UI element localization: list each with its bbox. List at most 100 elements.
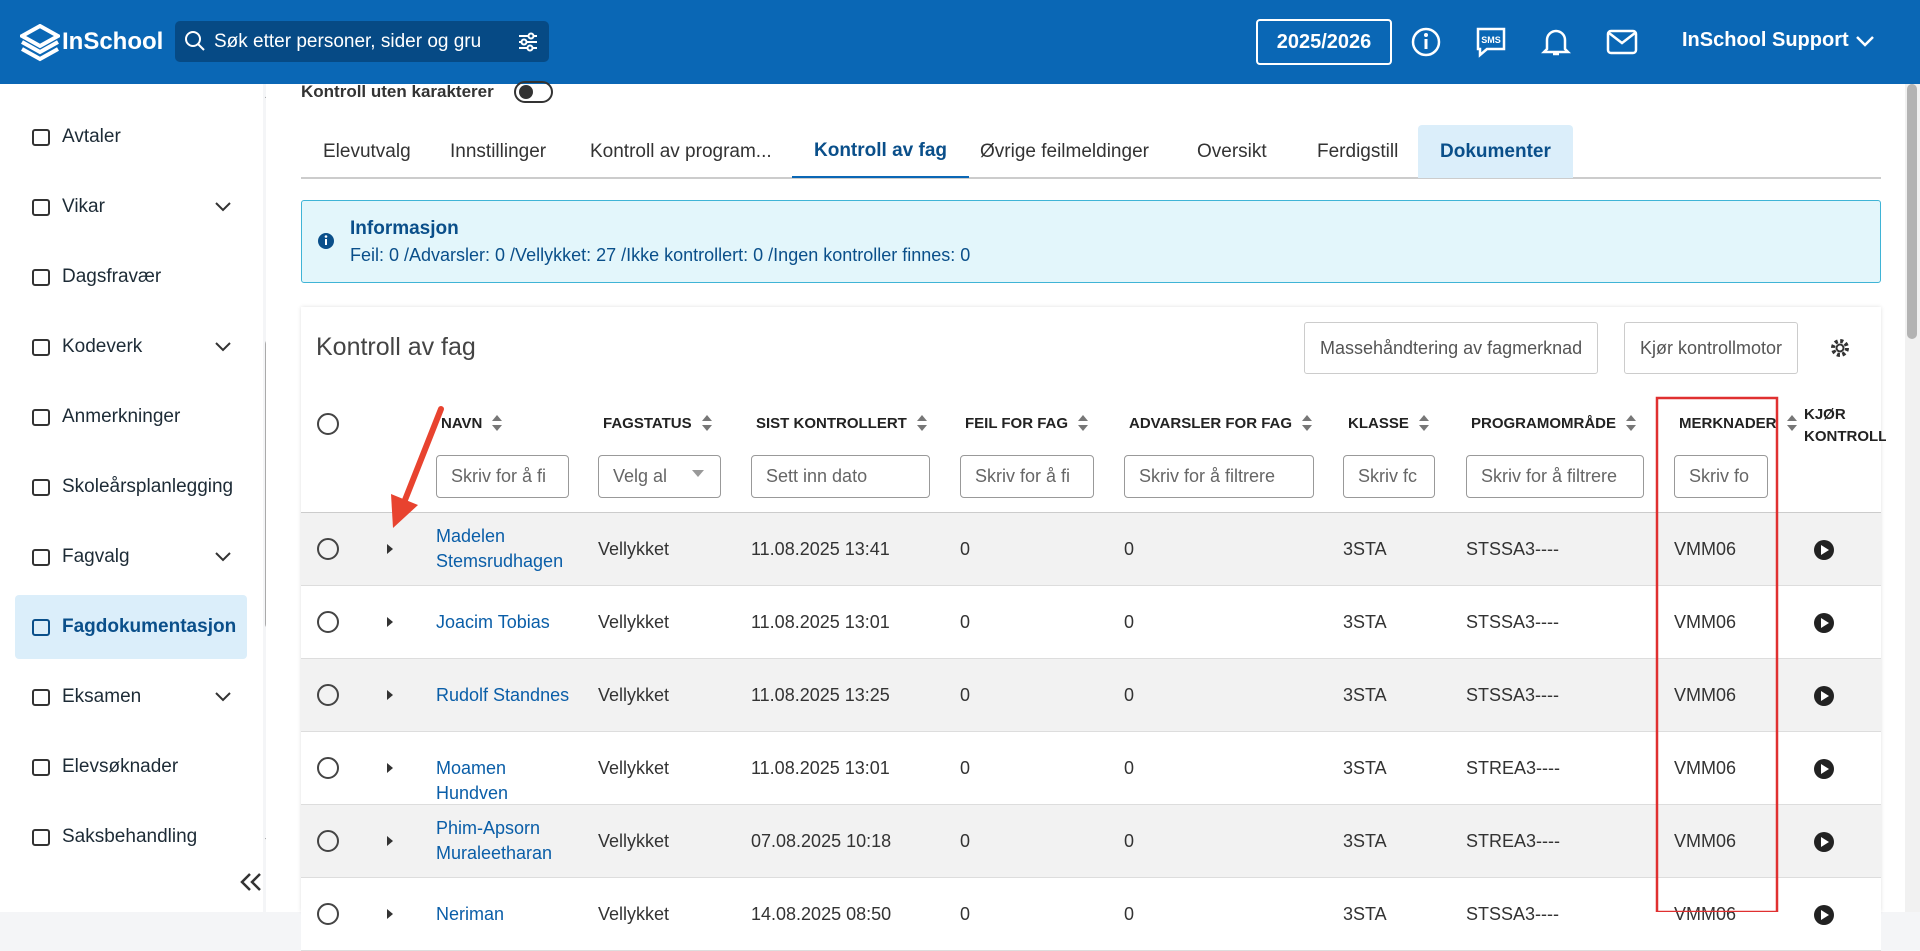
column-header[interactable]: KLASSE — [1348, 415, 1409, 432]
student-name[interactable]: Madelen Stemsrudhagen — [436, 526, 564, 571]
column-filter[interactable]: Skriv fo — [1674, 455, 1768, 498]
sidebar-item[interactable]: Dagsfravær — [15, 245, 247, 309]
run-control-button[interactable] — [1813, 831, 1835, 853]
expand-caret[interactable] — [385, 762, 395, 774]
expand-caret[interactable] — [385, 543, 395, 555]
row-checkbox[interactable] — [317, 903, 339, 925]
column-filter[interactable]: Skriv for å filtrere — [1124, 455, 1314, 498]
column-filter[interactable]: Skriv for å fi — [960, 455, 1094, 498]
sort-icon[interactable] — [1625, 414, 1637, 432]
sort-icon[interactable] — [1418, 414, 1430, 432]
column-filter[interactable]: Skriv fc — [1343, 455, 1435, 498]
dropdown-arrow[interactable] — [692, 470, 704, 478]
tab[interactable]: Kontroll av program... — [590, 140, 772, 162]
expand-caret[interactable] — [385, 616, 395, 628]
expand-caret[interactable] — [385, 835, 395, 847]
row-checkbox[interactable] — [317, 757, 339, 779]
student-name[interactable]: Phim-Apsorn Muraleetharan — [436, 818, 553, 863]
student-name[interactable]: Joacim Tobias — [436, 612, 550, 632]
mail-icon[interactable] — [1606, 29, 1638, 55]
tab[interactable]: Oversikt — [1197, 140, 1267, 162]
svg-text:SMS: SMS — [1481, 35, 1501, 45]
tab[interactable]: Kontroll av fag — [792, 125, 970, 178]
expand-caret[interactable] — [385, 689, 395, 701]
panel-button[interactable]: Massehåndtering av fagmerknad — [1304, 322, 1599, 374]
collapse-icon[interactable] — [238, 872, 264, 892]
column-header[interactable]: FEIL FOR FAG — [965, 415, 1069, 432]
student-name[interactable]: Rudolf Standnes — [436, 685, 570, 705]
column-filter[interactable]: Skriv for å filtrere — [1466, 455, 1644, 498]
column-header[interactable]: NAVN — [441, 415, 483, 432]
sidebar-item[interactable]: Saksbehandling — [15, 805, 247, 869]
sort-icon[interactable] — [701, 414, 713, 432]
sort-icon[interactable] — [1786, 414, 1798, 432]
table-cell: VMM06 — [1674, 831, 1737, 851]
sort-icon[interactable] — [491, 414, 503, 432]
sidebar-item[interactable]: Anmerkninger — [15, 385, 247, 449]
table-cell: Vellykket — [598, 904, 670, 924]
column-header[interactable]: KJØR KONTROLL — [1804, 406, 1886, 445]
row-checkbox[interactable] — [317, 538, 339, 560]
info-title: Informasjon — [350, 218, 459, 239]
table-row — [301, 732, 1881, 805]
bell-icon[interactable] — [1541, 27, 1571, 57]
sms-icon[interactable]: SMS — [1475, 26, 1507, 58]
select-all-checkbox[interactable] — [317, 413, 339, 435]
info-icon[interactable] — [1411, 27, 1441, 57]
run-control-button[interactable] — [1813, 612, 1835, 634]
sidebar-item[interactable]: Skoleårsplanlegging — [15, 455, 247, 519]
tab[interactable]: Innstillinger — [450, 140, 547, 162]
sidebar-label: Dagsfravær — [62, 266, 162, 287]
table-row — [301, 805, 1881, 878]
sidebar-item[interactable]: Eksamen — [15, 665, 247, 729]
column-header[interactable]: FAGSTATUS — [603, 415, 692, 432]
sort-icon[interactable] — [916, 414, 928, 432]
tab[interactable]: Øvrige feilmeldinger — [980, 140, 1149, 162]
row-checkbox[interactable] — [317, 611, 339, 633]
sidebar-item[interactable]: Kodeverk — [15, 315, 247, 379]
filter-icon[interactable] — [518, 32, 538, 52]
tab[interactable]: Ferdigstill — [1317, 140, 1399, 162]
column-filter[interactable]: Skriv for å fi — [436, 455, 569, 498]
table-cell: Vellykket — [598, 539, 670, 559]
user-chevron[interactable] — [1855, 34, 1875, 48]
table-cell: 11.08.2025 13:01 — [751, 758, 890, 778]
column-header[interactable]: MERKNADER — [1679, 415, 1777, 432]
logo-text[interactable]: InSchool — [62, 28, 164, 55]
run-control-button[interactable] — [1813, 539, 1835, 561]
student-name[interactable]: Neriman — [436, 904, 505, 924]
run-control-button[interactable] — [1813, 685, 1835, 707]
year-button[interactable]: 2025/2026 — [1256, 19, 1392, 65]
column-filter[interactable]: Velg al — [598, 455, 721, 498]
sidebar-chevron[interactable] — [214, 201, 232, 213]
sort-icon[interactable] — [1301, 414, 1313, 432]
search-box[interactable]: Søk etter personer, sider og gru — [175, 21, 549, 62]
row-checkbox[interactable] — [317, 684, 339, 706]
column-header[interactable]: PROGRAMOMRÅDE — [1471, 415, 1616, 432]
sidebar-chevron[interactable] — [214, 691, 232, 703]
settings-icon[interactable] — [1829, 337, 1851, 359]
sidebar-item[interactable]: Fagdokumentasjon — [15, 595, 247, 659]
user-menu[interactable]: InSchool Support — [1682, 29, 1849, 51]
tab[interactable]: Elevutvalg — [323, 140, 411, 162]
run-control-button[interactable] — [1813, 904, 1835, 926]
table-cell: 0 — [1124, 904, 1135, 924]
sidebar-chevron[interactable] — [214, 341, 232, 353]
sidebar-icon — [32, 409, 50, 426]
sidebar-item[interactable]: Fagvalg — [15, 525, 247, 589]
sort-icon[interactable] — [1077, 414, 1089, 432]
sidebar-item[interactable]: Vikar — [15, 175, 247, 239]
expand-caret[interactable] — [385, 908, 395, 920]
sidebar-item[interactable]: Avtaler — [15, 105, 247, 169]
run-control-button[interactable] — [1813, 758, 1835, 780]
column-header[interactable]: ADVARSLER FOR FAG — [1129, 415, 1293, 432]
tab[interactable]: Dokumenter — [1418, 125, 1573, 178]
column-filter[interactable]: Sett inn dato — [751, 455, 930, 498]
panel-button[interactable]: Kjør kontrollmotor — [1624, 322, 1799, 374]
column-header[interactable]: SIST KONTROLLERT — [756, 415, 907, 432]
row-checkbox[interactable] — [317, 830, 339, 852]
student-name[interactable]: Moamen Hundven — [436, 758, 509, 803]
toggle-switch[interactable] — [514, 81, 553, 103]
sidebar-chevron[interactable] — [214, 551, 232, 563]
sidebar-item[interactable]: Elevsøknader — [15, 735, 247, 799]
